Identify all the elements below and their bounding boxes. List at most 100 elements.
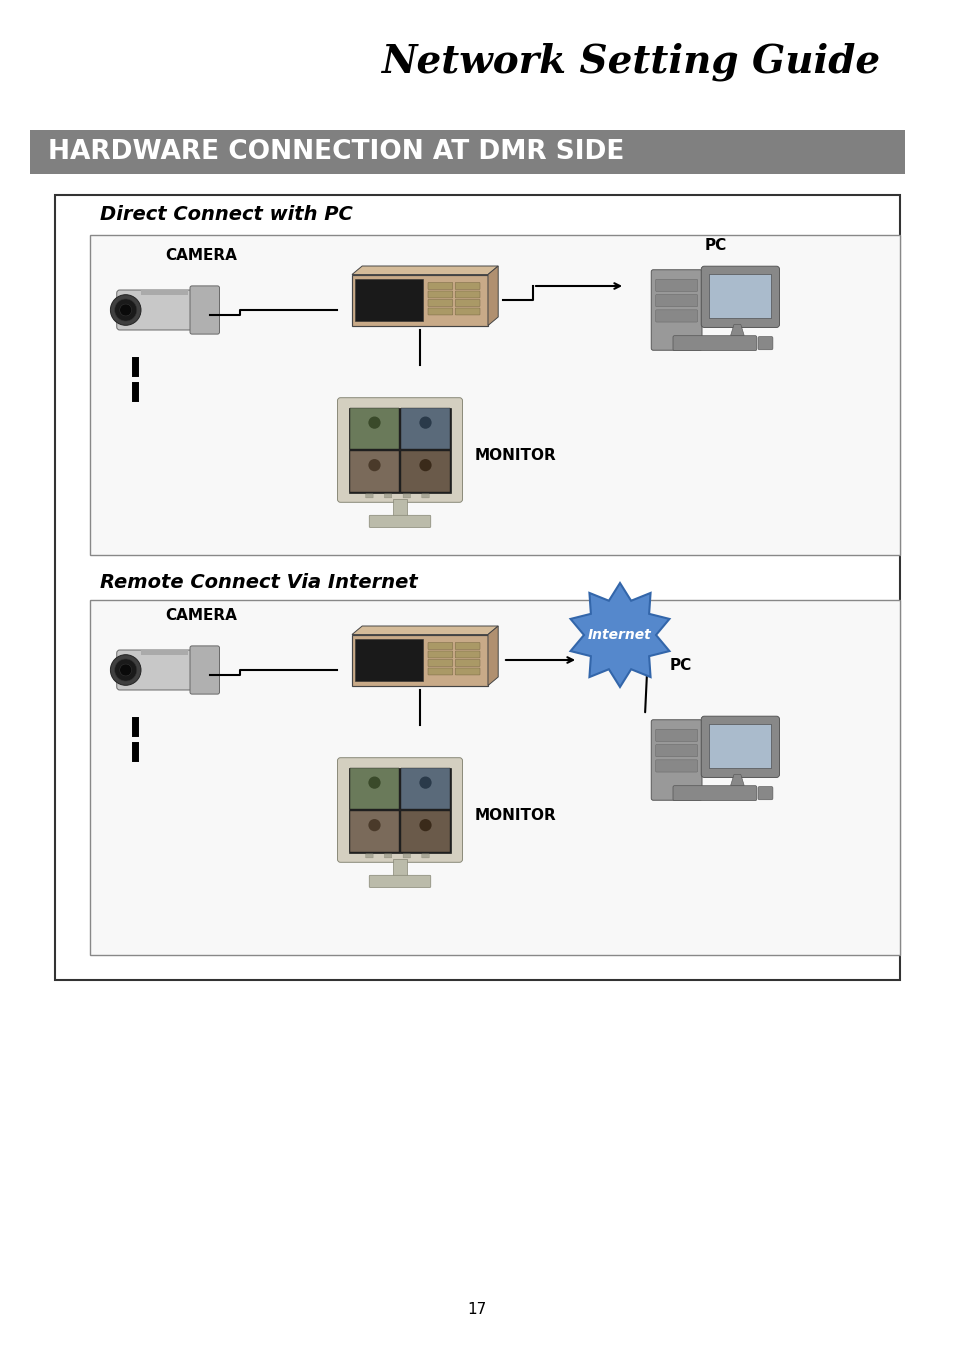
Text: Direct Connect with PC: Direct Connect with PC <box>100 205 353 224</box>
Text: PC: PC <box>669 657 692 673</box>
FancyBboxPatch shape <box>651 270 701 351</box>
FancyBboxPatch shape <box>393 499 406 517</box>
Text: Internet: Internet <box>587 629 651 642</box>
FancyBboxPatch shape <box>55 196 899 979</box>
Circle shape <box>111 294 141 325</box>
Text: Remote Connect Via Internet: Remote Connect Via Internet <box>100 573 417 592</box>
FancyBboxPatch shape <box>428 282 453 290</box>
FancyBboxPatch shape <box>355 638 423 681</box>
Polygon shape <box>352 266 497 274</box>
FancyBboxPatch shape <box>337 398 462 502</box>
Polygon shape <box>570 583 669 687</box>
FancyBboxPatch shape <box>672 785 756 800</box>
FancyBboxPatch shape <box>455 642 479 649</box>
FancyBboxPatch shape <box>758 336 772 349</box>
Circle shape <box>419 417 431 429</box>
FancyBboxPatch shape <box>141 290 188 294</box>
Circle shape <box>368 819 380 831</box>
FancyBboxPatch shape <box>393 859 406 877</box>
FancyBboxPatch shape <box>190 646 219 695</box>
Polygon shape <box>352 626 497 634</box>
FancyBboxPatch shape <box>700 266 779 328</box>
Text: HARDWARE CONNECTION AT DMR SIDE: HARDWARE CONNECTION AT DMR SIDE <box>48 139 623 165</box>
FancyBboxPatch shape <box>369 876 431 888</box>
Polygon shape <box>730 325 743 336</box>
Text: MONITOR: MONITOR <box>475 808 557 823</box>
FancyBboxPatch shape <box>428 652 453 658</box>
FancyBboxPatch shape <box>384 494 392 498</box>
FancyBboxPatch shape <box>758 786 772 800</box>
FancyBboxPatch shape <box>403 854 410 858</box>
FancyBboxPatch shape <box>709 274 771 317</box>
FancyBboxPatch shape <box>400 451 450 491</box>
FancyBboxPatch shape <box>384 854 392 858</box>
FancyBboxPatch shape <box>365 854 373 858</box>
FancyBboxPatch shape <box>428 668 453 674</box>
Circle shape <box>111 654 141 685</box>
FancyBboxPatch shape <box>455 299 479 306</box>
FancyBboxPatch shape <box>337 758 462 862</box>
FancyBboxPatch shape <box>651 720 701 800</box>
FancyBboxPatch shape <box>428 299 453 306</box>
FancyBboxPatch shape <box>190 286 219 335</box>
FancyBboxPatch shape <box>90 600 899 955</box>
FancyBboxPatch shape <box>355 279 423 321</box>
FancyBboxPatch shape <box>655 294 697 306</box>
FancyBboxPatch shape <box>350 811 398 851</box>
FancyBboxPatch shape <box>400 769 450 809</box>
FancyBboxPatch shape <box>455 282 479 290</box>
FancyBboxPatch shape <box>655 745 697 757</box>
FancyBboxPatch shape <box>455 308 479 314</box>
FancyBboxPatch shape <box>350 451 398 491</box>
Circle shape <box>114 299 136 321</box>
Circle shape <box>120 664 132 676</box>
Circle shape <box>368 777 380 789</box>
FancyBboxPatch shape <box>428 308 453 314</box>
FancyBboxPatch shape <box>709 724 771 768</box>
FancyBboxPatch shape <box>421 854 429 858</box>
Circle shape <box>120 304 132 316</box>
Circle shape <box>114 658 136 681</box>
FancyBboxPatch shape <box>30 130 904 174</box>
FancyBboxPatch shape <box>455 291 479 298</box>
FancyBboxPatch shape <box>655 759 697 772</box>
FancyBboxPatch shape <box>141 650 188 654</box>
Polygon shape <box>488 266 497 325</box>
Text: CAMERA: CAMERA <box>165 247 236 263</box>
FancyBboxPatch shape <box>403 494 410 498</box>
FancyBboxPatch shape <box>352 274 488 325</box>
FancyBboxPatch shape <box>421 494 429 498</box>
Polygon shape <box>488 626 497 685</box>
FancyBboxPatch shape <box>700 716 779 777</box>
FancyBboxPatch shape <box>655 310 697 322</box>
FancyBboxPatch shape <box>369 515 431 527</box>
FancyBboxPatch shape <box>655 730 697 742</box>
FancyBboxPatch shape <box>349 768 451 853</box>
FancyBboxPatch shape <box>349 407 451 492</box>
FancyBboxPatch shape <box>428 291 453 298</box>
FancyBboxPatch shape <box>672 336 756 351</box>
Text: MONITOR: MONITOR <box>475 448 557 463</box>
FancyBboxPatch shape <box>90 235 899 554</box>
FancyBboxPatch shape <box>455 652 479 658</box>
FancyBboxPatch shape <box>350 769 398 809</box>
FancyBboxPatch shape <box>455 668 479 674</box>
FancyBboxPatch shape <box>455 660 479 666</box>
Circle shape <box>368 459 380 471</box>
Circle shape <box>368 417 380 429</box>
FancyBboxPatch shape <box>352 634 488 685</box>
FancyBboxPatch shape <box>116 650 199 689</box>
FancyBboxPatch shape <box>365 494 373 498</box>
FancyBboxPatch shape <box>400 811 450 851</box>
Polygon shape <box>730 774 743 785</box>
FancyBboxPatch shape <box>428 660 453 666</box>
FancyBboxPatch shape <box>428 642 453 649</box>
FancyBboxPatch shape <box>350 409 398 449</box>
Circle shape <box>419 777 431 789</box>
Circle shape <box>419 459 431 471</box>
Text: CAMERA: CAMERA <box>165 607 236 622</box>
Text: PC: PC <box>704 237 726 252</box>
FancyBboxPatch shape <box>116 290 199 331</box>
Text: 17: 17 <box>467 1303 486 1318</box>
Text: Network Setting Guide: Network Setting Guide <box>380 43 879 81</box>
